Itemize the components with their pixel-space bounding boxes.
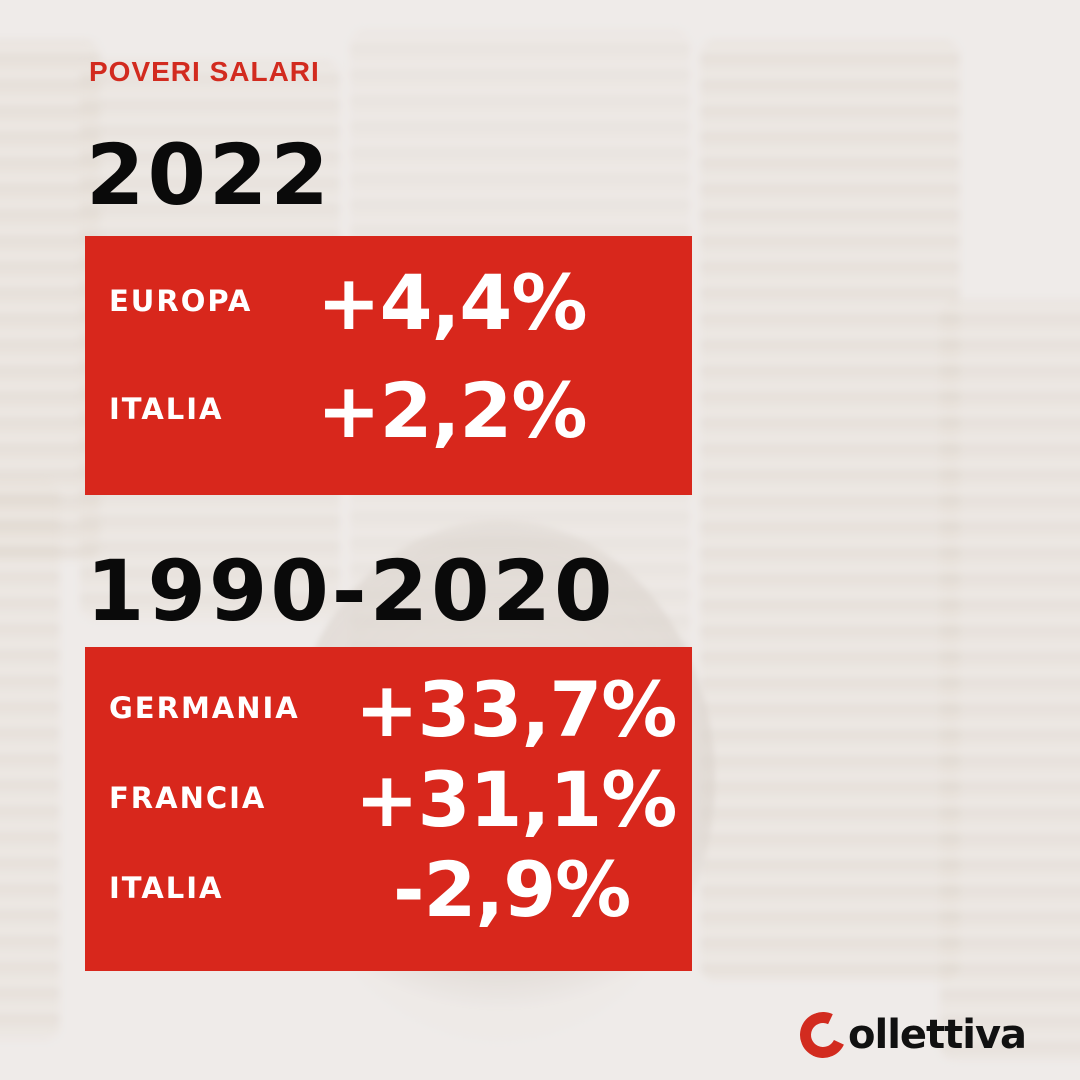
stat-label: ITALIA bbox=[109, 392, 224, 426]
stat-row: ITALIA +2,2% bbox=[109, 366, 692, 455]
year-range-heading: 1990-2020 bbox=[86, 542, 616, 640]
stat-value: -2,9% bbox=[393, 845, 631, 934]
stat-label: EUROPA bbox=[109, 284, 253, 318]
stat-value: +33,7% bbox=[355, 665, 677, 754]
stat-label: ITALIA bbox=[109, 871, 224, 905]
stat-value: +31,1% bbox=[355, 755, 677, 844]
stat-value: +4,4% bbox=[317, 258, 587, 347]
stat-row: GERMANIA +33,7% bbox=[109, 665, 692, 754]
stat-row: EUROPA +4,4% bbox=[109, 258, 692, 347]
stat-row: ITALIA -2,9% bbox=[109, 845, 692, 934]
stat-value: +2,2% bbox=[317, 366, 587, 455]
stat-label: FRANCIA bbox=[109, 781, 267, 815]
stat-row: FRANCIA +31,1% bbox=[109, 755, 692, 844]
collettiva-logo: ollettiva bbox=[793, 1005, 1027, 1065]
stats-box-1990-2020: GERMANIA +33,7% FRANCIA +31,1% ITALIA -2… bbox=[85, 647, 692, 971]
stats-box-2022: EUROPA +4,4% ITALIA +2,2% bbox=[85, 236, 692, 495]
year-2022-heading: 2022 bbox=[86, 126, 332, 224]
logo-c-icon bbox=[793, 1005, 853, 1065]
kicker-title: POVERI SALARI bbox=[89, 56, 320, 87]
stat-label: GERMANIA bbox=[109, 691, 300, 725]
logo-wordmark: ollettiva bbox=[848, 1012, 1027, 1058]
